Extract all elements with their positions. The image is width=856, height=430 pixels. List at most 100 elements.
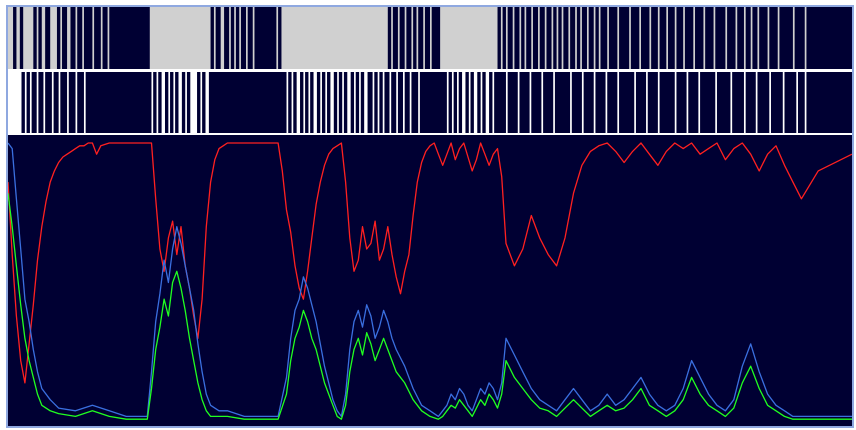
- top-barcode-bar-26: [411, 7, 414, 69]
- top-barcode-bar-30: [440, 7, 498, 69]
- series-line-1: [8, 142, 852, 418]
- top-barcode-bar-61: [735, 7, 738, 69]
- top-barcode-bar-11: [100, 7, 103, 69]
- top-barcode-bar-38: [544, 7, 547, 69]
- top-barcode-bar-16: [229, 7, 231, 69]
- middle-barcode-bar-9: [83, 72, 86, 133]
- middle-barcode-bar-35: [372, 72, 375, 133]
- top-barcode-bar-47: [598, 7, 601, 69]
- middle-barcode-bar-18: [200, 72, 203, 133]
- middle-barcode-bar-49: [480, 72, 483, 133]
- middle-barcode-bar-33: [359, 72, 361, 133]
- middle-barcode-bar-0: [8, 72, 22, 133]
- middle-barcode-bar-41: [409, 72, 412, 133]
- top-barcode-bar-51: [639, 7, 641, 69]
- middle-barcode-bar-64: [657, 72, 660, 133]
- middle-barcode-bar-62: [634, 72, 636, 133]
- top-barcode-bar-31: [500, 7, 503, 69]
- top-barcode-bar-8: [75, 7, 78, 69]
- middle-barcode-bar-23: [303, 72, 306, 133]
- top-barcode-bar-46: [593, 7, 596, 69]
- middle-barcode-svg: [8, 72, 807, 133]
- middle-barcode-bar-47: [468, 72, 471, 133]
- middle-barcode-bar-70: [743, 72, 746, 133]
- middle-barcode-bar-27: [325, 72, 328, 133]
- top-barcode-bar-6: [60, 7, 63, 69]
- chart-frame: [6, 5, 854, 428]
- top-barcode-bar-24: [397, 7, 400, 69]
- top-barcode-bar-29: [430, 7, 432, 69]
- series-line-0: [8, 142, 852, 384]
- middle-barcode-bar-28: [330, 72, 334, 133]
- top-barcode-bar-48: [607, 7, 609, 69]
- top-barcode-bar-59: [713, 7, 716, 69]
- middle-barcode-bar-34: [364, 72, 368, 133]
- top-barcode-bar-1: [16, 7, 20, 69]
- top-barcode-bar-32: [505, 7, 508, 69]
- middle-barcode-bar-15: [178, 72, 182, 133]
- top-barcode-bar-23: [391, 7, 393, 69]
- top-barcode-bar-63: [750, 7, 753, 69]
- middle-barcode-bar-26: [320, 72, 322, 133]
- middle-barcode-bar-51: [492, 72, 495, 133]
- top-barcode-bar-54: [666, 7, 669, 69]
- series-line-2: [8, 193, 852, 420]
- top-barcode-bar-56: [683, 7, 685, 69]
- middle-barcode-bar-74: [796, 72, 798, 133]
- middle-barcode-bar-40: [402, 72, 405, 133]
- middle-barcode-bar-42: [418, 72, 420, 133]
- middle-barcode-bar-72: [769, 72, 771, 133]
- middle-barcode-bar-37: [382, 72, 385, 133]
- top-barcode-bar-49: [617, 7, 620, 69]
- top-barcode-bar-67: [792, 7, 795, 69]
- middle-barcode-bar-22: [296, 72, 301, 133]
- middle-barcode-bar-10: [151, 72, 154, 133]
- middle-barcode-bar-16: [185, 72, 187, 133]
- top-barcode-bar-36: [531, 7, 533, 69]
- top-barcode-bar-18: [239, 7, 241, 69]
- top-barcode-bar-41: [561, 7, 564, 69]
- middle-barcode-bar-38: [389, 72, 392, 133]
- middle-barcode-bar-67: [698, 72, 701, 133]
- middle-barcode-bar-63: [646, 72, 648, 133]
- middle-barcode-bar-20: [286, 72, 289, 133]
- top-barcode-bar-50: [629, 7, 631, 69]
- middle-barcode-bar-57: [570, 72, 572, 133]
- top-barcode-bar-17: [234, 7, 236, 69]
- middle-barcode-bar-60: [605, 72, 608, 133]
- middle-barcode-bar-30: [342, 72, 344, 133]
- top-barcode-bar-10: [92, 7, 95, 69]
- top-barcode-bar-5: [50, 7, 57, 69]
- top-barcode-bar-43: [575, 7, 577, 69]
- top-barcode-bar-60: [725, 7, 728, 69]
- top-barcode-panel: [8, 7, 852, 69]
- top-barcode-bar-27: [416, 7, 419, 69]
- top-barcode-bar-53: [657, 7, 660, 69]
- top-barcode-bar-34: [519, 7, 522, 69]
- middle-barcode-bar-19: [205, 72, 209, 133]
- top-barcode-bar-37: [538, 7, 540, 69]
- middle-barcode-bar-14: [173, 72, 176, 133]
- middle-barcode-bar-68: [715, 72, 717, 133]
- middle-barcode-bar-61: [617, 72, 620, 133]
- top-barcode-bar-25: [404, 7, 407, 69]
- top-barcode-bar-22: [281, 7, 388, 69]
- middle-barcode-bar-1: [24, 72, 27, 133]
- middle-barcode-bar-56: [553, 72, 555, 133]
- middle-barcode-bar-36: [377, 72, 380, 133]
- top-barcode-bar-33: [512, 7, 515, 69]
- middle-barcode-bar-4: [43, 72, 46, 133]
- top-barcode-svg: [8, 7, 807, 69]
- middle-barcode-bar-55: [541, 72, 544, 133]
- middle-barcode-bar-46: [462, 72, 466, 133]
- top-barcode-bar-40: [556, 7, 559, 69]
- top-barcode-bar-12: [107, 7, 110, 69]
- top-barcode-bar-57: [693, 7, 696, 69]
- middle-barcode-bar-7: [67, 72, 69, 133]
- top-barcode-bar-65: [767, 7, 770, 69]
- line-plot-svg: [8, 142, 852, 420]
- middle-barcode-bar-53: [517, 72, 520, 133]
- top-barcode-bar-28: [423, 7, 425, 69]
- middle-barcode-bar-71: [755, 72, 758, 133]
- middle-barcode-bar-75: [804, 72, 807, 133]
